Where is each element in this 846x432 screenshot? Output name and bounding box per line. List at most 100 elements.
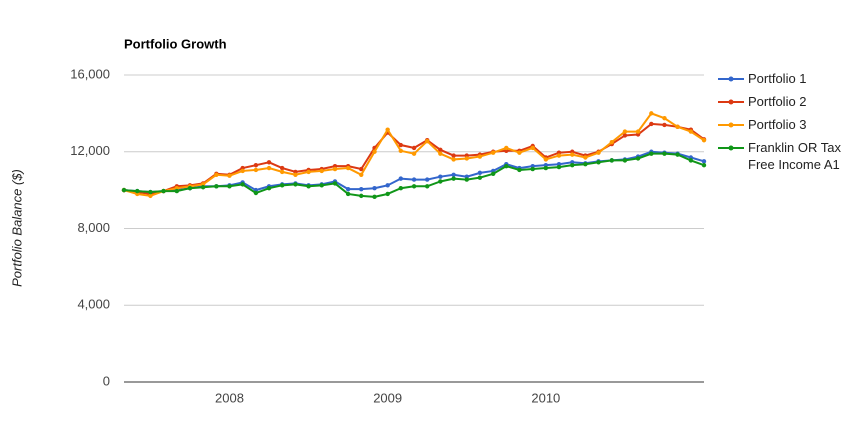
point [451, 176, 456, 181]
point [543, 157, 549, 162]
y-tick-label: 4,000 [77, 297, 110, 312]
point [227, 184, 232, 189]
point [451, 153, 456, 158]
point [306, 184, 311, 189]
point [570, 162, 575, 168]
point [675, 152, 680, 157]
point [266, 165, 272, 171]
point [596, 160, 601, 165]
point [583, 155, 588, 160]
point [649, 111, 654, 116]
point [266, 186, 272, 191]
legend-label: Portfolio 3 [748, 117, 807, 132]
legend-dot [728, 122, 734, 128]
point [438, 147, 443, 153]
point [425, 177, 430, 182]
legend-dot [728, 99, 734, 105]
point [411, 177, 417, 182]
point [583, 162, 588, 167]
legend-swatch [718, 76, 744, 82]
point [570, 152, 575, 157]
point [279, 169, 285, 175]
point [385, 183, 390, 188]
point [398, 176, 403, 181]
point [662, 115, 667, 121]
point [345, 186, 351, 192]
legend-swatch [718, 145, 744, 151]
point [649, 121, 654, 127]
point [398, 142, 403, 148]
point [609, 158, 614, 163]
point [411, 184, 417, 189]
point [451, 157, 456, 162]
point [688, 158, 694, 163]
point [464, 156, 469, 161]
point [398, 186, 403, 191]
point [319, 183, 324, 188]
point [279, 183, 285, 188]
series-line [123, 122, 705, 195]
point [398, 148, 403, 153]
point [477, 175, 483, 180]
point [517, 167, 522, 173]
x-tick-label: 2010 [531, 390, 560, 405]
point [293, 172, 298, 177]
point [214, 172, 219, 177]
point [530, 145, 535, 151]
point [279, 165, 285, 171]
point [425, 138, 430, 144]
legend-item: Portfolio 3 [718, 116, 846, 133]
point [240, 182, 245, 187]
point [345, 165, 351, 171]
point [266, 160, 272, 165]
point [253, 190, 259, 196]
point [464, 177, 469, 182]
y-tick-label: 12,000 [70, 143, 110, 158]
legend-dot [728, 76, 734, 82]
point [148, 193, 153, 199]
point [609, 139, 614, 145]
point [411, 145, 417, 151]
point [332, 181, 338, 186]
point [477, 170, 483, 176]
point [359, 172, 364, 177]
y-tick-label: 16,000 [70, 66, 110, 81]
point [530, 166, 535, 172]
point [504, 163, 509, 169]
point [490, 150, 496, 155]
point [701, 162, 707, 168]
point [372, 194, 377, 200]
point [385, 127, 390, 132]
point [701, 159, 707, 164]
point [543, 165, 549, 171]
point [635, 156, 641, 161]
point [214, 184, 219, 189]
legend-label: Portfolio 1 [748, 71, 807, 86]
point [253, 167, 259, 173]
legend-dot [728, 145, 734, 151]
point [517, 150, 522, 155]
point [622, 133, 628, 138]
legend-item: Portfolio 1 [718, 70, 846, 87]
legend-swatch [718, 99, 744, 105]
point [319, 168, 324, 174]
point [372, 149, 377, 154]
point [688, 129, 694, 134]
point [451, 172, 456, 177]
y-tick-label: 0 [103, 373, 110, 388]
point [293, 182, 298, 187]
x-tick-label: 2008 [215, 390, 244, 405]
point [227, 173, 232, 178]
point [359, 166, 364, 172]
point [490, 171, 496, 177]
point [425, 184, 430, 189]
point [662, 122, 667, 128]
x-tick-label: 2009 [373, 390, 402, 405]
legend-label: Portfolio 2 [748, 94, 807, 109]
point [135, 188, 140, 194]
point [240, 168, 245, 174]
legend: Portfolio 1 Portfolio 2 Portfolio 3 Frankli… [718, 70, 846, 179]
point [200, 185, 206, 190]
point [385, 191, 390, 197]
